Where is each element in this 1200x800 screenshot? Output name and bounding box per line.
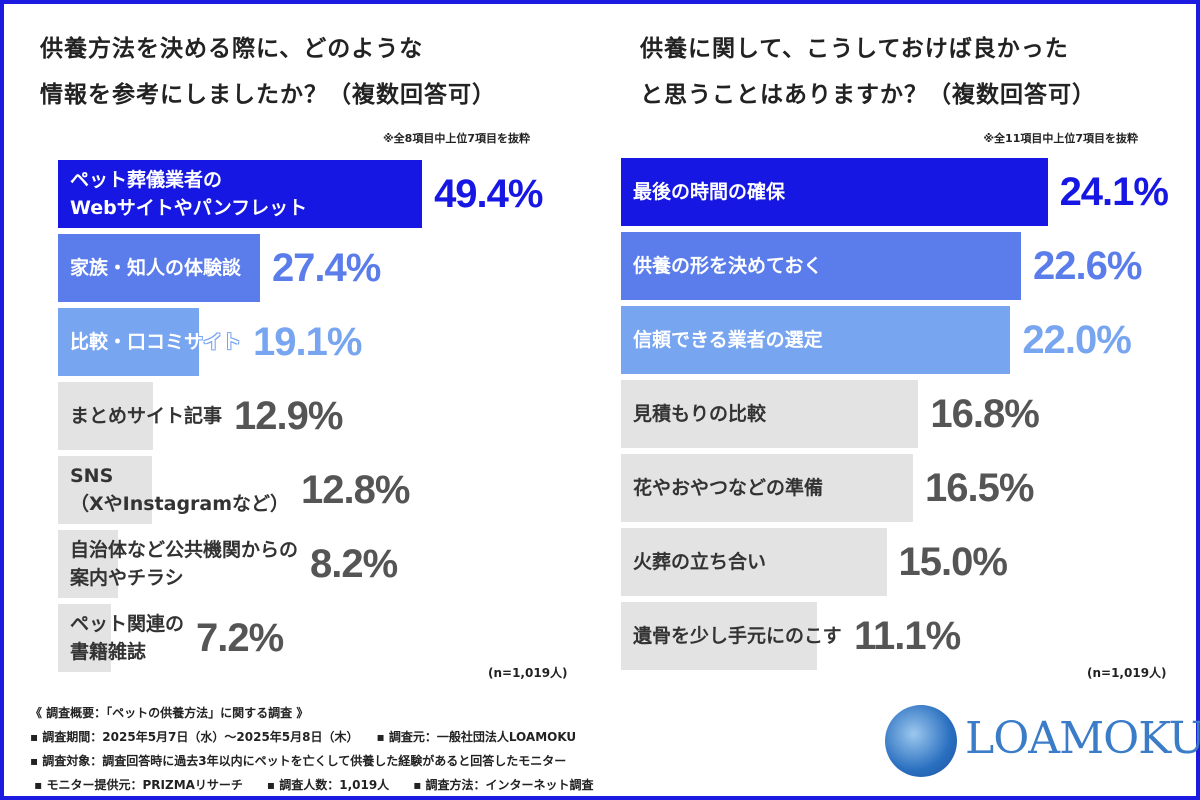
value-label: 8.2% xyxy=(310,541,398,586)
value-label: 24.1% xyxy=(1059,169,1169,214)
bar xyxy=(58,530,119,598)
bar xyxy=(58,160,423,228)
bar-label-line: 信頼できる業者の選定 xyxy=(633,329,823,351)
value-label: 16.8% xyxy=(930,391,1039,436)
left-chart-note: ※全8項目中上位7項目を抜粋 xyxy=(382,132,530,145)
right-sample-size: (n=1,019人) xyxy=(1087,666,1167,680)
bar-label-line: 家族・知人の体験談 xyxy=(70,257,242,279)
bar-label-line: 見積もりの比較 xyxy=(633,403,767,425)
right-title-line-2: と思うことはありますか？（複数回答可） xyxy=(640,82,1096,108)
bar-label: 見積もりの比較 xyxy=(633,380,766,448)
right-title-line-1: 供養に関して、こうしておけば良かった xyxy=(640,36,1069,62)
left-chart-title: 供養方法を決める際に、どのような情報を参考にしましたか？（複数回答可） xyxy=(40,26,496,118)
bar-label: 遺骨を少し手元にのこす xyxy=(633,602,842,670)
bar-label: 家族・知人の体験談 xyxy=(70,234,241,302)
left-title-line-2: 情報を参考にしましたか？（複数回答可） xyxy=(40,82,496,108)
bar-label: 比較・口コミサイト xyxy=(70,308,241,376)
footer-method: ▪ モニター提供元：PRIZMAリサーチ ▪ 調査人数：1,019人 ▪ 調査方… xyxy=(30,778,594,792)
bar xyxy=(58,604,112,672)
value-label: 27.4% xyxy=(271,245,381,290)
bar-label: まとめサイト記事 xyxy=(70,382,222,450)
bar xyxy=(58,308,199,376)
bar xyxy=(621,158,1048,226)
loamoku-logo-text: LOAMOKU xyxy=(965,713,1200,764)
bar xyxy=(621,454,914,522)
value-label: 15.0% xyxy=(898,539,1008,584)
footer-summary: 《 調査概要：「ペットの供養方法」に関する調査 》 xyxy=(30,706,309,720)
bar-label-line: 火葬の立ち合い xyxy=(633,551,767,573)
bar-label: SNS （XやInstagramなど） xyxy=(70,456,289,524)
bar-label-line: 案内やチラシ xyxy=(70,567,184,589)
bar xyxy=(58,456,153,524)
right-chart-title: 供養に関して、こうしておけば良かったと思うことはありますか？（複数回答可） xyxy=(640,26,1096,118)
bar-label-line: 最後の時間の確保 xyxy=(633,181,786,203)
bar-label-line: Webサイトやパンフレット xyxy=(70,197,308,219)
left-title-line-1: 供養方法を決める際に、どのような xyxy=(40,36,424,62)
bar-label-line: 書籍雑誌 xyxy=(70,641,147,663)
bar-label: 信頼できる業者の選定 xyxy=(633,306,823,374)
footer-period: ▪ 調査期間：2025年5月7日（水）～2025年5月8日（木） ▪ 調査元：一… xyxy=(30,730,577,744)
value-label: 11.1% xyxy=(854,613,961,658)
value-label: 22.6% xyxy=(1033,243,1142,288)
bar xyxy=(621,602,818,670)
value-label: 12.8% xyxy=(301,467,410,512)
bar xyxy=(58,382,154,450)
value-label: 16.5% xyxy=(925,465,1034,510)
value-label: 12.9% xyxy=(234,393,343,438)
bar-label: 火葬の立ち合い xyxy=(633,528,766,596)
value-label: 19.1% xyxy=(253,319,362,364)
bar-label: ペット葬儀業者の Webサイトやパンフレット xyxy=(70,160,307,228)
bar-label: 自治体など公共機関からの 案内やチラシ xyxy=(70,530,298,598)
left-sample-size: (n=1,019人) xyxy=(488,666,568,680)
bar-label-line: ペット葬儀業者の xyxy=(70,169,223,191)
bar xyxy=(621,380,919,448)
right-chart-note: ※全11項目中上位7項目を抜粋 xyxy=(983,132,1138,145)
bar xyxy=(58,234,260,302)
value-label: 22.0% xyxy=(1022,317,1131,362)
bar xyxy=(621,306,1011,374)
bar-label-line: （XやInstagramなど） xyxy=(70,493,290,515)
bar-label: 最後の時間の確保 xyxy=(633,158,785,226)
value-label: 49.4% xyxy=(434,171,543,216)
bar-label-line: 遺骨を少し手元にのこす xyxy=(633,625,842,647)
bar-label: ペット関連の 書籍雑誌 xyxy=(70,604,184,672)
bar-label-line: 比較・口コミサイト xyxy=(70,331,242,353)
bar-label-line: SNS xyxy=(70,465,114,487)
loamoku-logo-emblem xyxy=(885,705,957,777)
bar-label: 花やおやつなどの準備 xyxy=(633,454,823,522)
bar xyxy=(621,528,887,596)
bar xyxy=(621,232,1022,300)
bar-label-line: ペット関連の xyxy=(70,613,185,635)
value-label: 7.2% xyxy=(196,615,284,660)
bar-label-line: 花やおやつなどの準備 xyxy=(633,477,824,499)
bar-label-line: 供養の形を決めておく xyxy=(633,255,823,277)
bar-label: 供養の形を決めておく xyxy=(633,232,822,300)
bar-label-line: 自治体など公共機関からの xyxy=(70,539,299,561)
bar-label-line: まとめサイト記事 xyxy=(70,405,223,427)
footer-target: ▪ 調査対象：調査回答時に過去3年以内にペットを亡くして供養した経験があると回答… xyxy=(30,754,567,768)
